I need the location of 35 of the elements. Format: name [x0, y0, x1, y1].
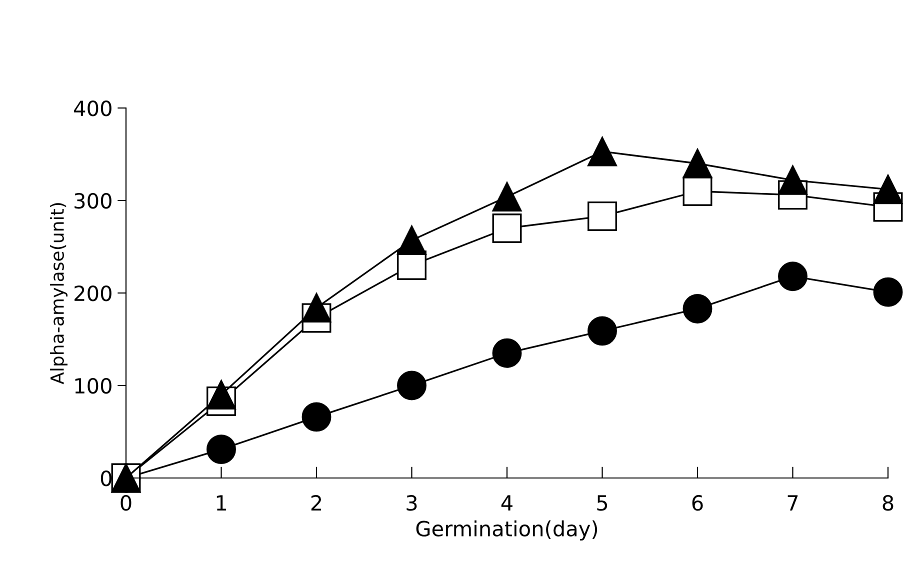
x-tick-label: 7 — [788, 495, 798, 510]
y-tick-label: 0 — [100, 470, 112, 486]
x-tick-label: 6 — [692, 495, 703, 511]
point — [492, 214, 522, 243]
point — [588, 136, 617, 166]
x-tick-label: 8 — [882, 495, 894, 511]
point — [778, 165, 808, 195]
point — [873, 277, 903, 307]
point — [588, 202, 617, 231]
point — [492, 182, 522, 212]
point — [397, 226, 426, 255]
point — [206, 380, 236, 410]
x-tick-label: 0 — [120, 495, 132, 511]
x-tick-label: 5 — [597, 495, 608, 511]
y-tick-label: 300 — [74, 192, 112, 209]
point — [206, 434, 236, 464]
y-tick-label: 400 — [74, 100, 112, 116]
point — [682, 176, 712, 206]
point — [873, 174, 903, 204]
point — [588, 316, 617, 346]
point — [778, 262, 808, 292]
point — [492, 338, 522, 368]
x-tick-label: 2 — [311, 495, 322, 510]
point — [302, 402, 332, 432]
x-tick-label: 1 — [216, 495, 226, 510]
point — [682, 294, 712, 324]
x-tick-label: 3 — [406, 495, 417, 511]
point — [302, 293, 332, 323]
y-tick-label: 100 — [75, 378, 112, 394]
point — [682, 148, 712, 178]
x-axis-title: Germination(day) — [416, 520, 598, 541]
y-tick-label: 200 — [74, 285, 112, 302]
x-tick-label: 4 — [501, 495, 512, 510]
y-axis-title: Alpha-amylase(unit) — [50, 203, 68, 384]
point — [397, 370, 426, 400]
